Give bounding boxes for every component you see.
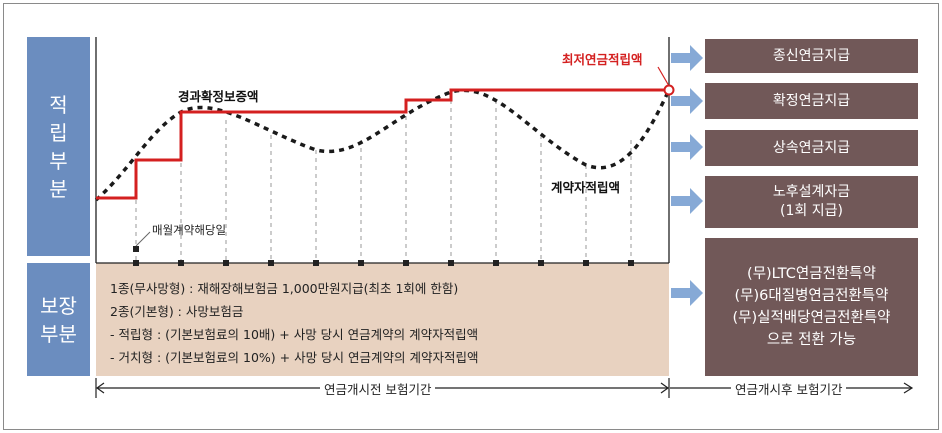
post-annuity-period-label: 연금개시후 보험기간 — [731, 379, 847, 398]
monthly-legend-marker — [133, 246, 139, 252]
option-inheritance-annuity-text: 상속연금지급 — [772, 139, 851, 156]
option-retirement-fund-text: 노후설계자금 (1회 지급) — [772, 184, 851, 219]
option-lifetime-annuity-text: 종신연금지급 — [772, 47, 851, 64]
monthly-markers — [133, 260, 634, 266]
accumulation-label-text: 적 립 부 분 — [49, 92, 68, 201]
contract-reserve-curve — [94, 88, 671, 202]
option-rider-conversion-text: (무)LTC연금전환특약 (무)6대질병연금전환특약 (무)실적배당연금전환특약… — [732, 266, 891, 348]
minimum-callout-line — [657, 66, 670, 87]
contract-reserve-label: 계약자적립액 — [551, 180, 621, 195]
minimum-annuity-point — [663, 84, 675, 96]
benefit-line-type2: 2종(기본형) : 사망보험금 — [110, 304, 244, 319]
option-retirement-fund: 노후설계자금 (1회 지급) — [705, 176, 918, 228]
option-inheritance-annuity: 상속연금지급 — [705, 130, 918, 166]
monthly-callout-line — [135, 231, 151, 247]
option-lifetime-annuity: 종신연금지급 — [705, 39, 918, 73]
monthly-anniversary-label: 매월계약해당일 — [152, 223, 227, 237]
option-rider-conversion: (무)LTC연금전환특약 (무)6대질병연금전환특약 (무)실적배당연금전환특약… — [705, 238, 918, 376]
benefit-line-accumulation: - 적립형 : (기본보험료의 10배) + 사망 당시 연금계약의 계약자적립… — [110, 327, 479, 342]
minimum-annuity-label: 최저연금적립액 — [562, 52, 643, 67]
option-fixed-annuity-text: 확정연금지급 — [772, 92, 851, 109]
benefit-line-type1: 1종(무사망형) : 재해장해보험금 1,000만원지급(최초 1회에 한함) — [110, 281, 459, 296]
pre-annuity-period-label: 연금개시전 보험기간 — [320, 379, 436, 398]
benefit-line-deferred: - 거치형 : (기본보험료의 10%) + 사망 당시 연금계약의 계약자적립… — [110, 350, 479, 365]
protection-label-text: 보장 부분 — [40, 293, 77, 346]
option-fixed-annuity: 확정연금지급 — [705, 83, 918, 119]
guaranteed-amount-label: 경과확정보증액 — [178, 89, 259, 104]
guaranteed-amount-line — [96, 88, 669, 200]
protection-benefit-box — [96, 263, 669, 376]
option-arrows — [671, 45, 703, 306]
protection-section-label: 보장 부분 — [27, 263, 90, 376]
accumulation-section-label: 적 립 부 분 — [27, 37, 90, 256]
